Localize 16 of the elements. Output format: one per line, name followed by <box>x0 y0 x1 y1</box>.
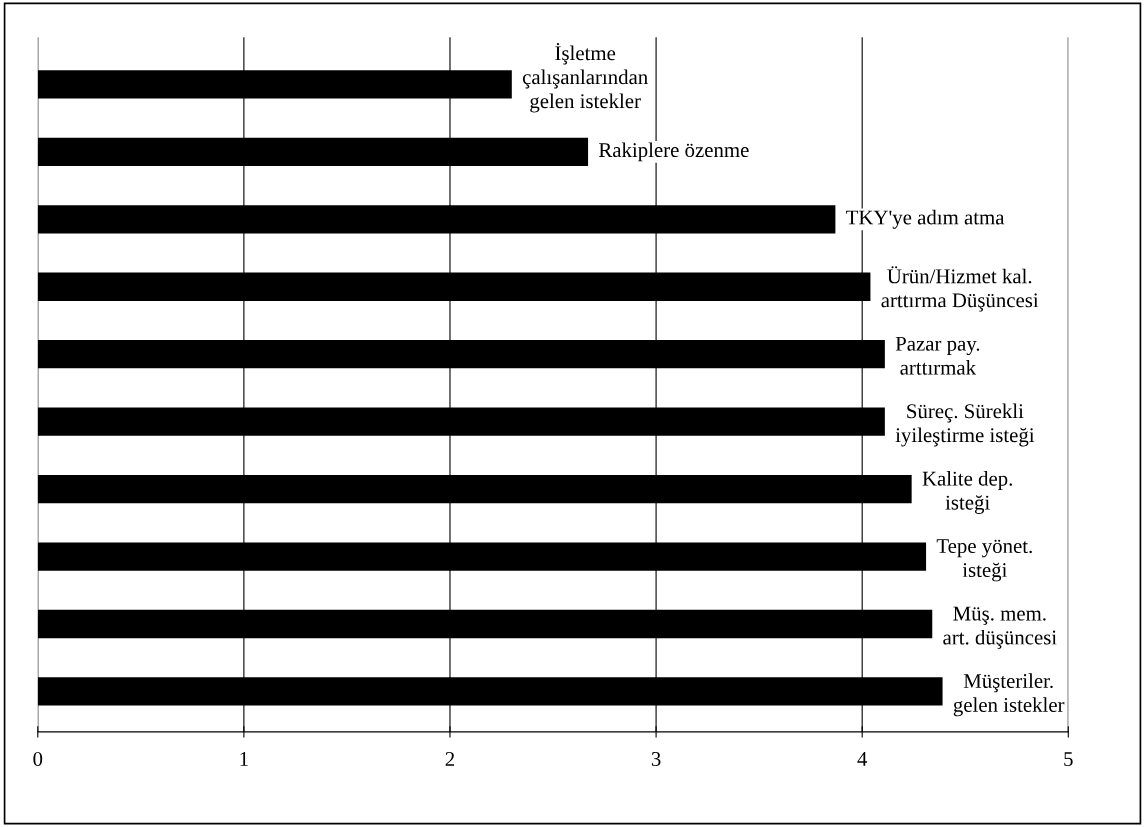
x-tick-label: 0 <box>33 751 43 766</box>
x-tick-label: 1 <box>240 752 248 766</box>
y-tick-label: Kalite dep. isteği <box>922 471 1012 514</box>
y-tick-label: Müşteriler. gelen istekler <box>953 673 1065 717</box>
y-tick-label: Müş. mem. art. düşüncesi <box>943 606 1057 649</box>
y-tick-label: Tepe yönet. isteği <box>936 539 1032 582</box>
x-tick-label: 2 <box>445 752 455 766</box>
y-tick-label: Süreç. Sürekli iyileştirme isteği <box>895 403 1035 447</box>
y-tick-label: TKY'ye adım atma <box>846 209 1005 229</box>
y-tick-label: Rakiplere özenme <box>598 142 749 162</box>
x-tick-label: 3 <box>651 752 661 766</box>
x-tick-label: 4 <box>857 752 868 766</box>
y-tick-label: Ürün/Hizmet kal. arttırma Düşüncesi <box>881 266 1039 312</box>
y-tick-label: İşletme çalışanlarından gelen istekler <box>522 42 648 113</box>
x-tick-label: 5 <box>1064 752 1073 766</box>
y-tick-label: Pazar pay. arttırmak <box>895 336 980 375</box>
